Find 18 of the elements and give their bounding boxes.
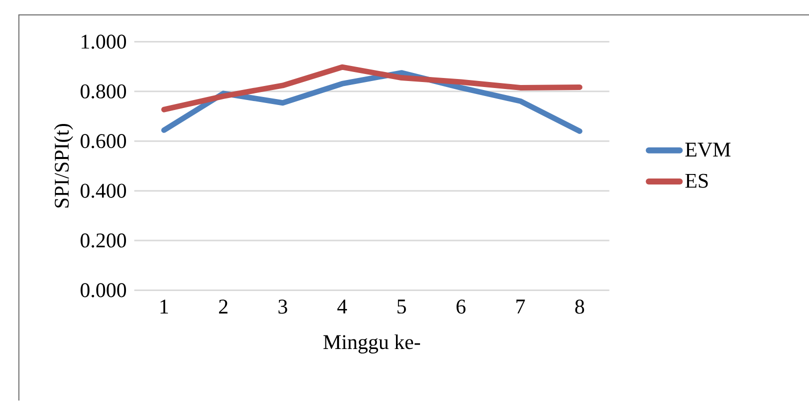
x-axis-title: Minggu ke- <box>323 334 420 354</box>
x-tick-label: 5 <box>398 300 406 314</box>
y-tick-label: 0.800 <box>80 84 126 99</box>
x-tick-label: 1 <box>160 300 168 314</box>
y-tick-label: 0.000 <box>80 283 126 298</box>
y-tick-label: 0.400 <box>80 184 126 198</box>
x-tick-label: 3 <box>278 300 288 314</box>
y-tick-label: 0.600 <box>80 134 126 148</box>
y-tick-label: 0.200 <box>80 234 126 248</box>
y-axis-title: SPI/SPI(t) <box>54 124 74 208</box>
x-tick-label: 7 <box>516 300 525 314</box>
legend-label: EVM <box>685 143 730 158</box>
legend-label: ES <box>685 174 708 188</box>
x-tick-label: 8 <box>575 300 584 314</box>
x-tick-label: 4 <box>337 300 348 314</box>
x-tick-label: 6 <box>456 300 466 314</box>
y-tick-label: 1.000 <box>82 34 126 50</box>
x-tick-label: 2 <box>219 300 228 314</box>
